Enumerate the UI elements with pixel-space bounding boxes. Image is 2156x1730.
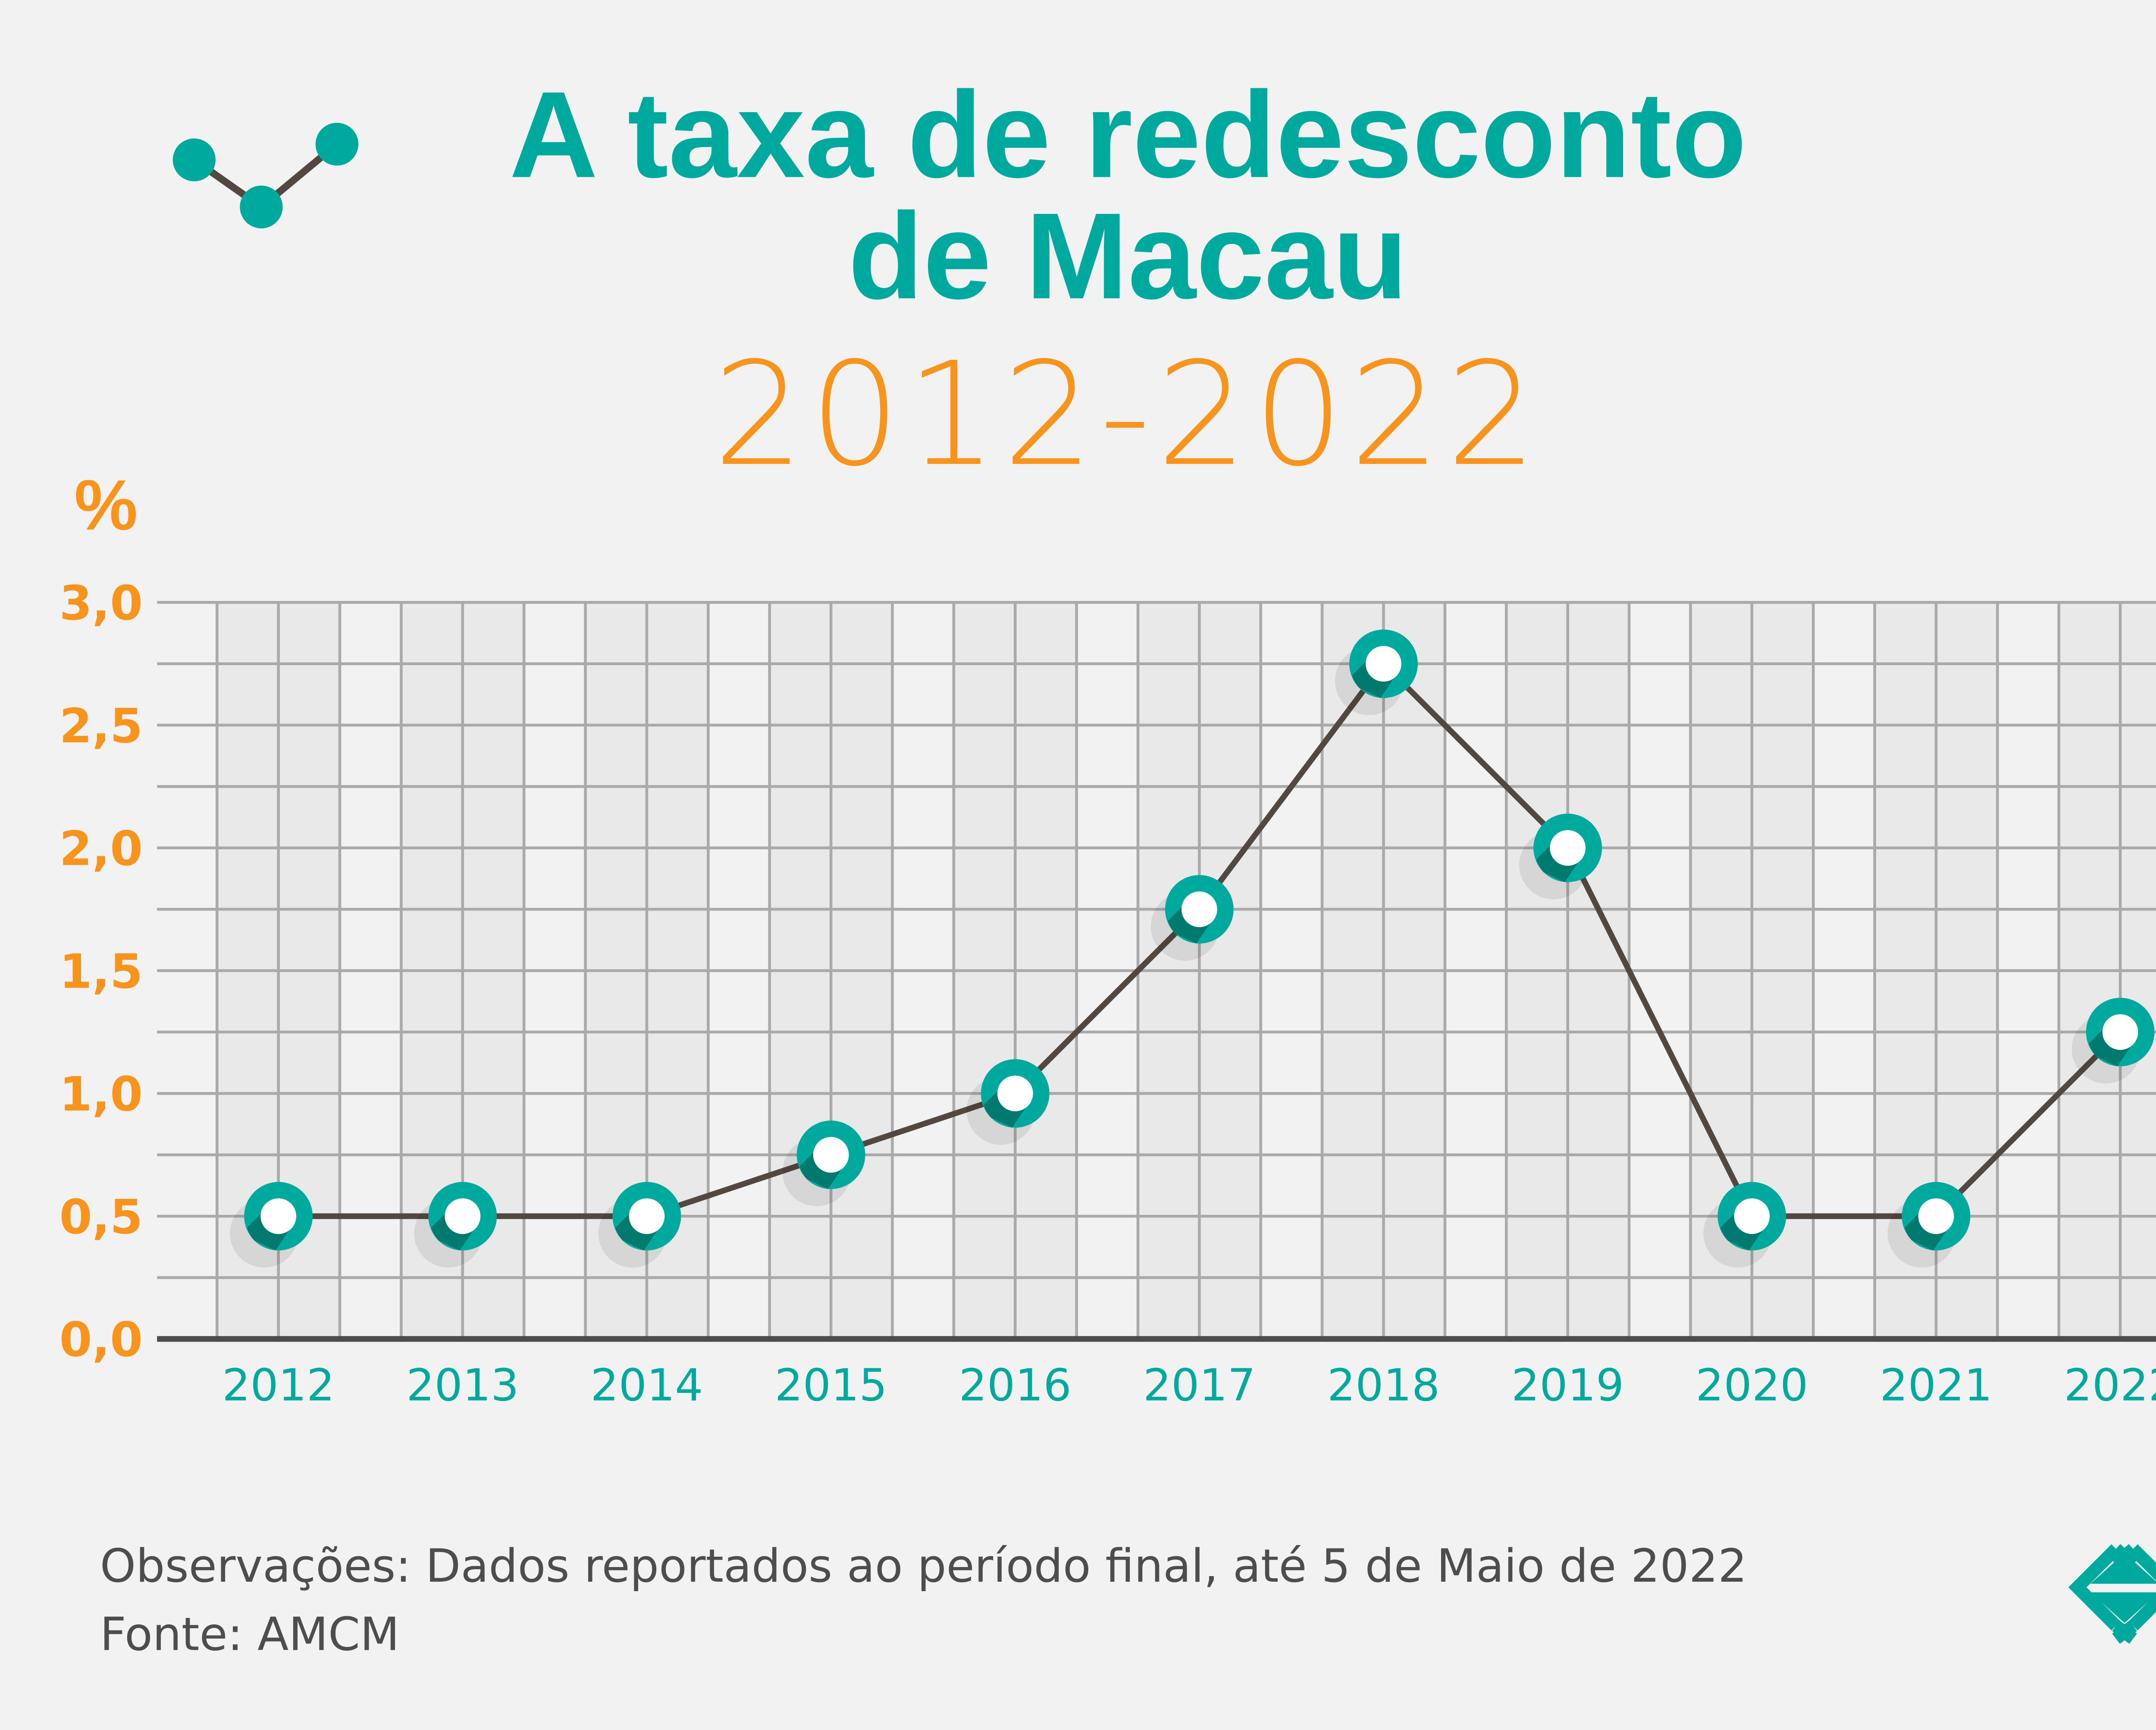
data-point-center [1181, 891, 1217, 927]
data-point-center [2102, 1014, 2138, 1050]
data-point-center [1734, 1198, 1770, 1234]
x-tick-label: 2018 [1327, 1360, 1440, 1411]
data-point-center [445, 1198, 481, 1234]
data-point-center [813, 1137, 849, 1173]
title-line-1: A taxa de redesconto [509, 67, 1747, 204]
notes: Observações: Dados reportados ao período… [100, 1539, 1747, 1593]
x-tick-label: 2019 [1511, 1360, 1624, 1411]
x-tick-label: 2021 [1880, 1360, 1992, 1411]
data-point-center [1918, 1198, 1954, 1234]
period: 2012-2022 [713, 331, 1543, 498]
x-tick-label: 2020 [1695, 1360, 1808, 1411]
y-tick-label: 1,5 [60, 944, 143, 999]
amcm-logo [2068, 1544, 2156, 1644]
data-point-center [1366, 646, 1401, 682]
source: Fonte: AMCM [100, 1607, 400, 1662]
data-point-center [629, 1198, 665, 1234]
data-point-center [997, 1075, 1033, 1111]
y-axis-unit: % [74, 465, 138, 545]
line-chart-icon [172, 122, 359, 228]
y-tick-label: 2,0 [60, 822, 143, 876]
data-point-center [260, 1198, 297, 1234]
x-tick-label: 2013 [406, 1360, 519, 1411]
y-tick-label: 3,0 [60, 576, 143, 631]
y-tick-label: 0,0 [60, 1313, 143, 1367]
y-tick-label: 1,0 [60, 1067, 143, 1122]
x-tick-label: 2016 [959, 1360, 1072, 1411]
y-tick-label: 0,5 [60, 1190, 143, 1245]
x-tick-label: 2012 [222, 1360, 335, 1411]
data-point-center [1550, 830, 1586, 866]
x-tick-label: 2022 [2064, 1360, 2156, 1411]
x-tick-label: 2014 [590, 1360, 703, 1411]
x-tick-label: 2017 [1143, 1360, 1256, 1411]
x-tick-label: 2015 [775, 1360, 887, 1411]
title-line-2: de Macau [848, 188, 1408, 325]
y-tick-label: 2,5 [60, 699, 143, 754]
